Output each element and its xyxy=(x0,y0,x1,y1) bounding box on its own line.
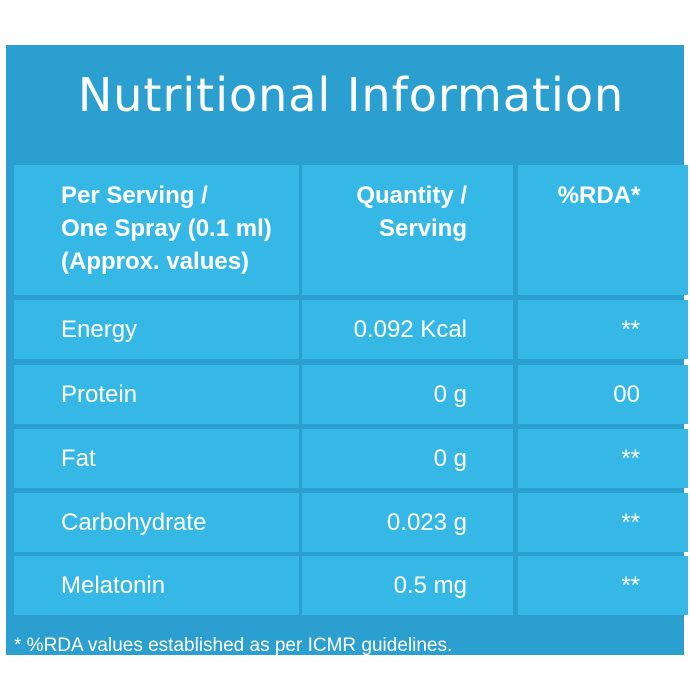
header-per-serving-line-2: One Spray (0.1 ml) xyxy=(61,215,272,242)
header-per-serving-line-1: Per Serving / xyxy=(61,182,208,209)
nutrient-quantity: 0 g xyxy=(302,429,513,488)
header-quantity: Quantity / Serving xyxy=(302,165,513,295)
nutrient-name: Energy xyxy=(14,300,299,359)
nutrition-panel: Nutritional Information Per Serving / On… xyxy=(6,45,688,693)
header-quantity-line-2: Serving xyxy=(378,215,467,242)
panel-title: Nutritional Information xyxy=(77,68,625,122)
header-per-serving: Per Serving / One Spray (0.1 ml) (Approx… xyxy=(14,165,299,295)
header-rda-label: %RDA* xyxy=(557,182,641,209)
nutrient-name: Protein xyxy=(14,365,299,424)
nutrient-name: Carbohydrate xyxy=(14,493,299,552)
nutrient-name: Fat xyxy=(14,429,299,488)
footnote-rda-established: * %RDA values established as per ICMR gu… xyxy=(14,635,453,656)
nutrient-quantity: 0.5 mg xyxy=(302,556,513,615)
nutrient-rda: ** xyxy=(518,493,688,552)
footnote-rda-not-established: ** %RDA values not established. xyxy=(14,672,289,693)
nutrient-rda: ** xyxy=(518,556,688,615)
header-per-serving-line-3: (Approx. values) xyxy=(61,248,250,275)
nutrient-quantity: 0.023 g xyxy=(302,493,513,552)
nutrient-rda: ** xyxy=(518,429,688,488)
nutrient-rda: 00 xyxy=(518,365,688,424)
nutrient-quantity: 0.092 Kcal xyxy=(302,300,513,359)
nutrient-name: Melatonin xyxy=(14,556,299,615)
header-rda: %RDA* xyxy=(518,165,688,295)
nutrient-quantity: 0 g xyxy=(302,365,513,424)
header-quantity-line-1: Quantity / xyxy=(356,182,467,209)
nutrient-rda: ** xyxy=(518,300,688,359)
